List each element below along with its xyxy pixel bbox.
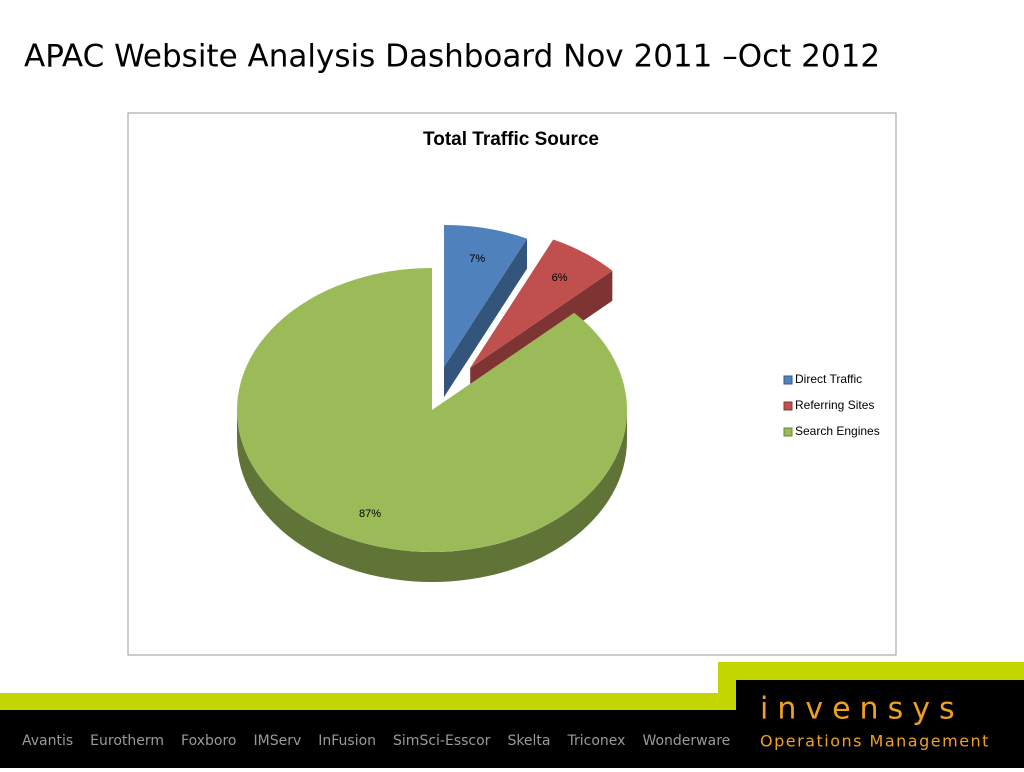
data-label: 87% (359, 508, 381, 520)
legend-swatch (783, 375, 793, 385)
slide-title: APAC Website Analysis Dashboard Nov 2011… (24, 39, 880, 75)
legend-label: Direct Traffic (795, 372, 862, 386)
brand: IMServ (253, 733, 301, 749)
slice-side (237, 410, 627, 582)
slice (236, 268, 627, 552)
slice-cut (443, 238, 528, 398)
brand: InFusion (318, 733, 376, 749)
legend-swatch (783, 401, 793, 411)
slice (470, 239, 613, 368)
brand-list: Avantis Eurotherm Foxboro IMServ InFusion Sim… (22, 733, 730, 749)
legend-swatch (783, 427, 793, 437)
logo: invensys (760, 692, 964, 727)
legend: Direct Traffic Referring Sites Search Engi… (783, 372, 880, 438)
brand: Foxboro (181, 733, 236, 749)
tagline: Operations Management (760, 732, 990, 751)
chart-title: Total Traffic Source (423, 129, 599, 150)
brand: Wonderware (642, 733, 730, 749)
footer-bg (0, 680, 1024, 768)
legend-label: Search Engines (795, 424, 880, 438)
brand: Triconex (567, 733, 626, 749)
legend-label: Referring Sites (795, 398, 874, 412)
pie: 7% 6% 87% (236, 225, 627, 582)
brand: Avantis (22, 733, 73, 749)
data-label: 7% (469, 253, 485, 265)
slice (443, 225, 528, 368)
brand: Eurotherm (90, 733, 164, 749)
brand: SimSci-Esscor (393, 733, 491, 749)
brand: Skelta (507, 733, 550, 749)
data-label: 6% (552, 272, 568, 284)
